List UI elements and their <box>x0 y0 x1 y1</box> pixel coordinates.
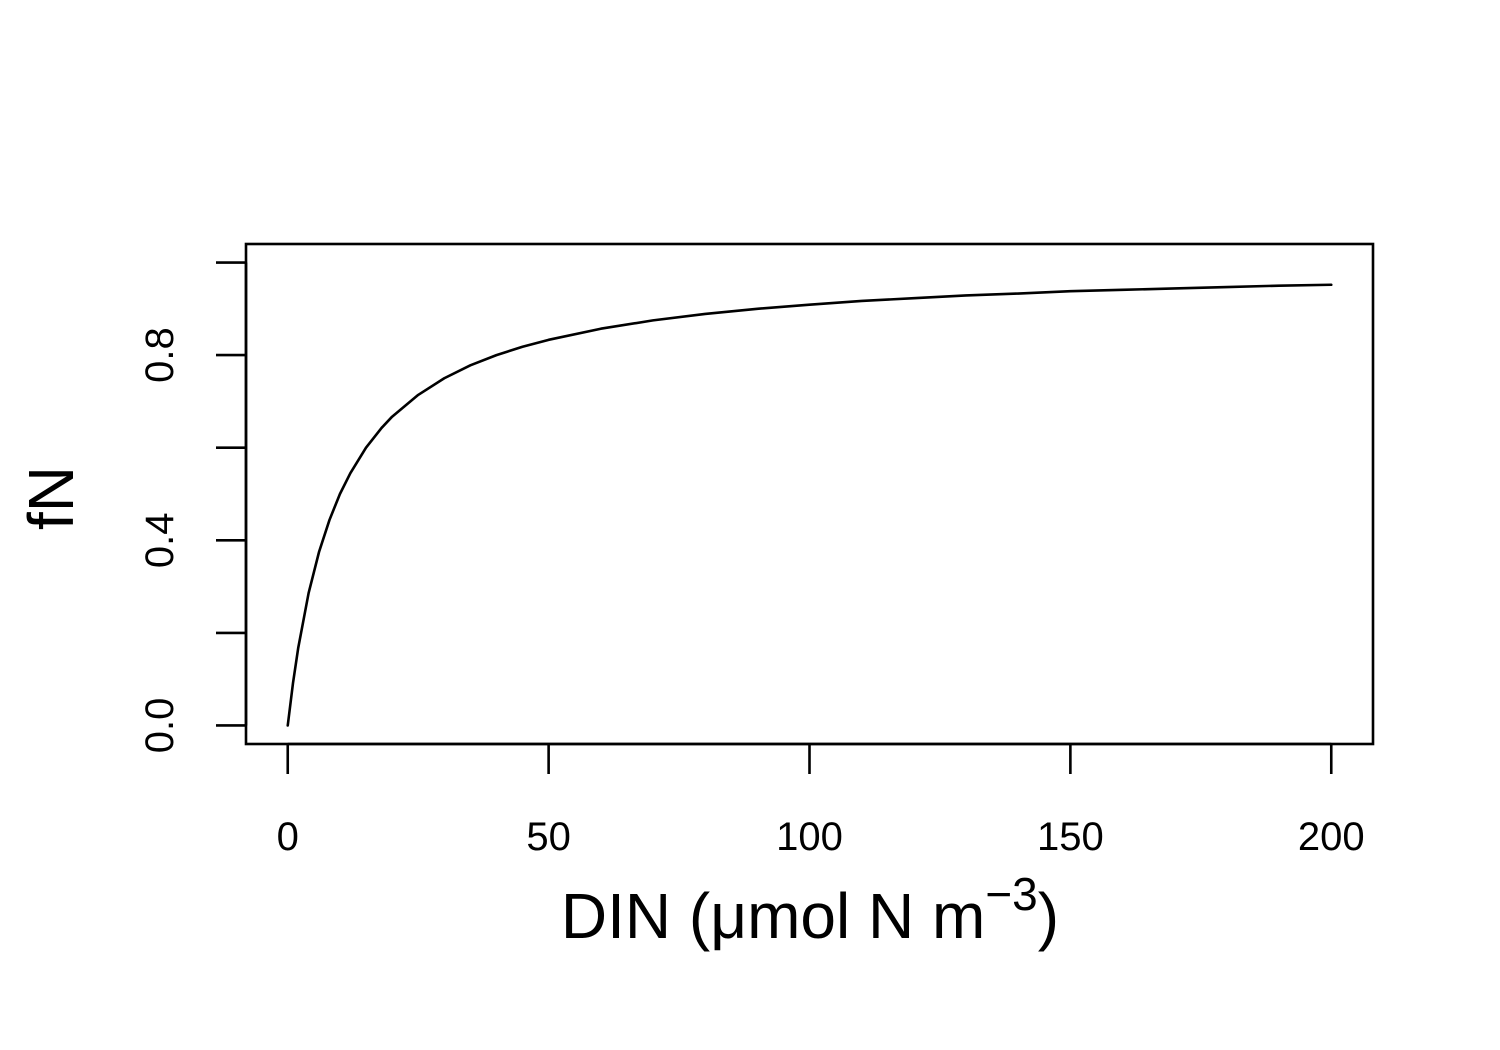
x-axis: 0 50 100 150 200 <box>277 742 1365 859</box>
x-tick-label: 200 <box>1298 815 1365 859</box>
plot-layer <box>244 242 1375 746</box>
x-axis-title-suffix: ) <box>1038 880 1059 952</box>
y-tick-label: 0.0 <box>138 698 182 754</box>
x-axis-title: DIN (μmol N m−3) <box>561 868 1059 952</box>
x-axis-title-superscript: −3 <box>985 868 1037 920</box>
x-tick-label: 100 <box>776 815 843 859</box>
plot-frame <box>244 242 1375 746</box>
y-tick-label: 0.4 <box>138 512 182 568</box>
y-axis-title: fN <box>15 466 87 530</box>
x-tick-label: 150 <box>1037 815 1104 859</box>
x-tick-label: 50 <box>526 815 571 859</box>
y-axis: 0.0 0.4 0.8 <box>138 261 248 754</box>
x-axis-title-text: DIN (μmol N m <box>561 880 985 952</box>
y-tick-label: 0.8 <box>138 327 182 383</box>
x-tick-label: 0 <box>277 815 299 859</box>
series-line-0 <box>286 283 1333 727</box>
